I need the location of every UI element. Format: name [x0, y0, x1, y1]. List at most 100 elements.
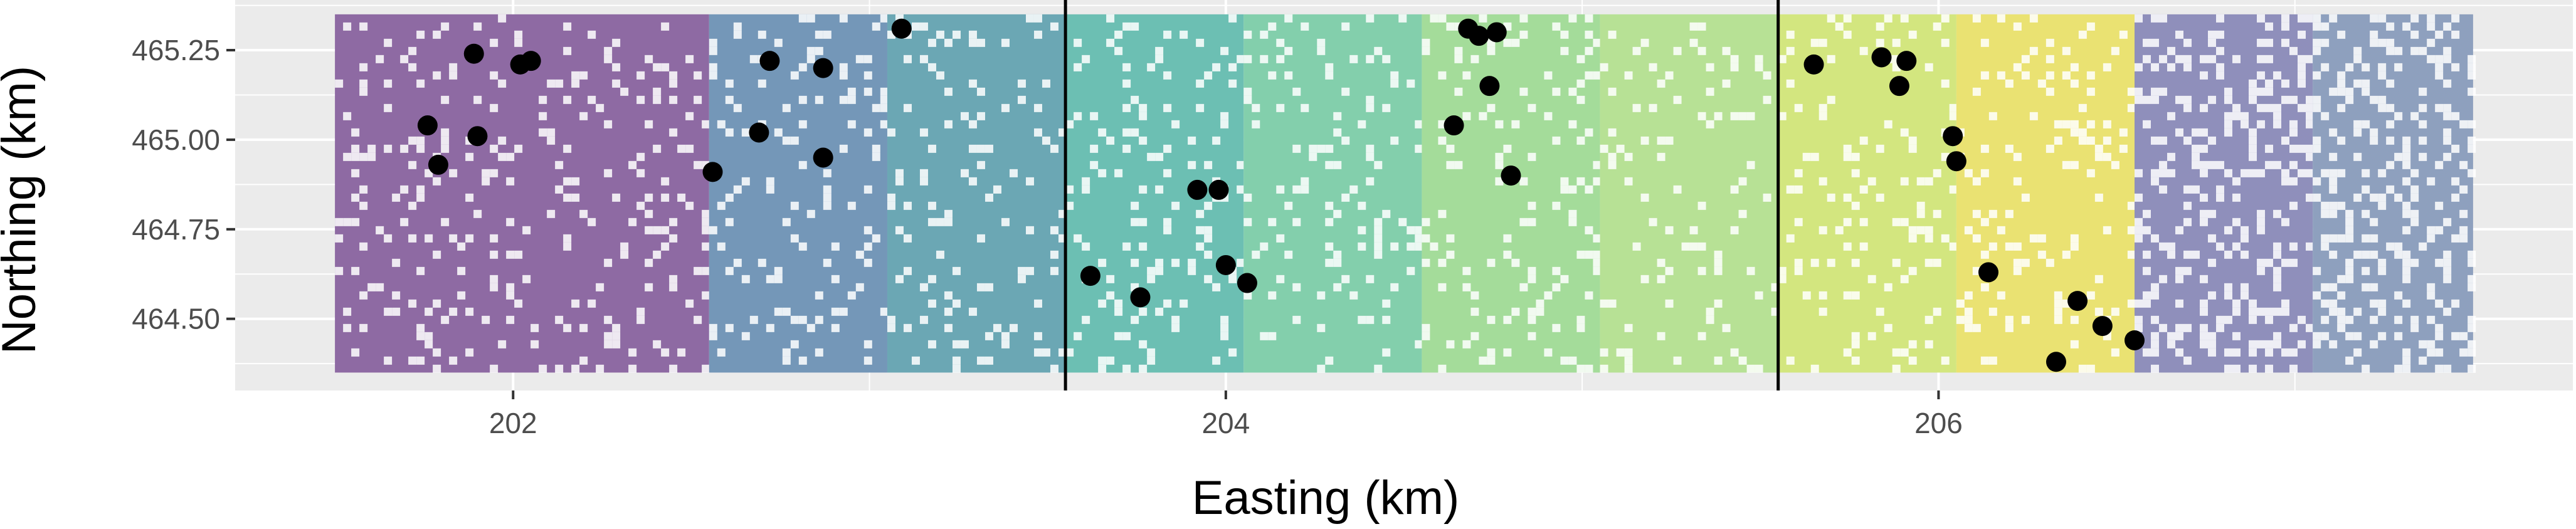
raster-gap-cell: [790, 315, 799, 324]
raster-gap-cell: [1155, 152, 1164, 161]
raster-gap-cell: [2345, 209, 2354, 218]
y-axis-title: Northing (km): [0, 66, 46, 354]
raster-gap-cell: [335, 79, 344, 88]
raster-gap-cell: [351, 128, 360, 137]
raster-gap-cell: [2200, 209, 2208, 218]
raster-gap-cell: [968, 120, 977, 128]
raster-gap-cell: [2378, 258, 2387, 267]
raster-gap-cell: [872, 152, 880, 161]
raster-gap-cell: [1956, 299, 1965, 308]
raster-gap-cell: [895, 275, 904, 283]
raster-gap-cell: [2135, 315, 2143, 324]
raster-gap-cell: [1552, 323, 1561, 332]
data-point: [1946, 151, 1966, 172]
raster-gap-cell: [449, 63, 458, 71]
raster-gap-cell: [790, 201, 799, 210]
raster-gap-cell: [1900, 14, 1909, 23]
raster-gap-cell: [636, 152, 645, 161]
raster-gap-cell: [1964, 323, 1973, 332]
raster-gap-cell: [2321, 63, 2330, 71]
raster-gap-cell: [2086, 71, 2095, 80]
raster-gap-cell: [976, 234, 985, 243]
raster-gap-cell: [2451, 30, 2460, 39]
raster-gap-cell: [661, 226, 670, 234]
raster-gap-cell: [1794, 103, 1803, 112]
raster-gap-cell: [1180, 30, 1188, 39]
raster-gap-cell: [2386, 160, 2395, 169]
raster-gap-cell: [1131, 258, 1139, 267]
raster-gap-cell: [2419, 340, 2427, 348]
raster-gap-cell: [1276, 38, 1285, 47]
raster-gap-cell: [1794, 217, 1803, 226]
raster-gap-cell: [2200, 144, 2208, 153]
raster-gap-cell: [1495, 120, 1504, 128]
raster-gap-cell: [2070, 234, 2079, 243]
raster-gap-cell: [514, 38, 523, 47]
raster-gap-cell: [2459, 160, 2468, 169]
raster-gap-cell: [2232, 242, 2241, 251]
raster-gap-cell: [1900, 217, 1909, 226]
raster-gap-cell: [1673, 356, 1682, 365]
raster-gap-cell: [782, 103, 791, 112]
raster-gap-cell: [1851, 291, 1860, 300]
raster-gap-cell: [2435, 348, 2444, 357]
raster-gap-cell: [2321, 283, 2330, 291]
raster-gap-cell: [2135, 323, 2143, 332]
raster-gap-cell: [2208, 136, 2216, 145]
raster-gap-cell: [1382, 348, 1391, 357]
raster-gap-cell: [2459, 185, 2468, 194]
raster-gap-cell: [1593, 258, 1602, 267]
raster-gap-cell: [839, 71, 848, 80]
raster-gap-cell: [2232, 103, 2241, 112]
raster-gap-cell: [2427, 348, 2436, 357]
raster-gap-cell: [1163, 144, 1172, 153]
raster-gap-cell: [2435, 299, 2444, 308]
raster-gap-cell: [1074, 112, 1082, 120]
raster-gap-cell: [677, 144, 686, 153]
raster-gap-cell: [2468, 283, 2476, 291]
raster-gap-cell: [1033, 14, 1042, 23]
raster-gap-cell: [2257, 307, 2265, 316]
raster-gap-cell: [1325, 201, 1334, 210]
raster-gap-cell: [1204, 201, 1213, 210]
raster-gap-cell: [1237, 185, 1245, 194]
raster-gap-cell: [441, 95, 450, 104]
raster-band: [1600, 14, 1778, 373]
raster-gap-cell: [2468, 348, 2476, 357]
raster-gap-cell: [2378, 266, 2387, 275]
x-axis-ticks: 202 204 206: [489, 390, 1963, 439]
raster-gap-cell: [1519, 177, 1528, 186]
raster-gap-cell: [2306, 152, 2314, 161]
raster-gap-cell: [1519, 87, 1528, 96]
y-tick-label: 465.25: [132, 34, 220, 66]
raster-gap-cell: [367, 152, 376, 161]
raster-gap-cell: [1374, 250, 1383, 259]
raster-gap-cell: [2313, 103, 2321, 112]
raster-gap-cell: [2062, 71, 2071, 80]
raster-gap-cell: [1689, 242, 1698, 251]
raster-gap-cell: [2435, 30, 2444, 39]
raster-gap-cell: [976, 87, 985, 96]
raster-gap-cell: [1487, 46, 1496, 55]
raster-gap-cell: [2265, 22, 2273, 31]
raster-gap-cell: [2224, 291, 2232, 300]
raster-gap-cell: [2427, 291, 2436, 300]
raster-gap-cell: [1528, 332, 1536, 340]
raster-gap-cell: [2192, 152, 2200, 161]
raster-gap-cell: [2459, 348, 2468, 357]
raster-gap-cell: [2329, 283, 2338, 291]
raster-gap-cell: [2159, 14, 2167, 23]
raster-gap-cell: [815, 46, 823, 55]
raster-gap-cell: [2135, 217, 2143, 226]
raster-gap-cell: [2281, 299, 2289, 308]
raster-gap-cell: [669, 234, 678, 243]
raster-gap-cell: [815, 291, 823, 300]
raster-gap-cell: [806, 209, 815, 218]
raster-gap-cell: [2159, 242, 2167, 251]
data-point: [813, 147, 833, 168]
raster-gap-cell: [1196, 209, 1205, 218]
raster-gap-cell: [2127, 299, 2136, 308]
raster-gap-cell: [2151, 87, 2159, 96]
raster-gap-cell: [1301, 22, 1309, 31]
